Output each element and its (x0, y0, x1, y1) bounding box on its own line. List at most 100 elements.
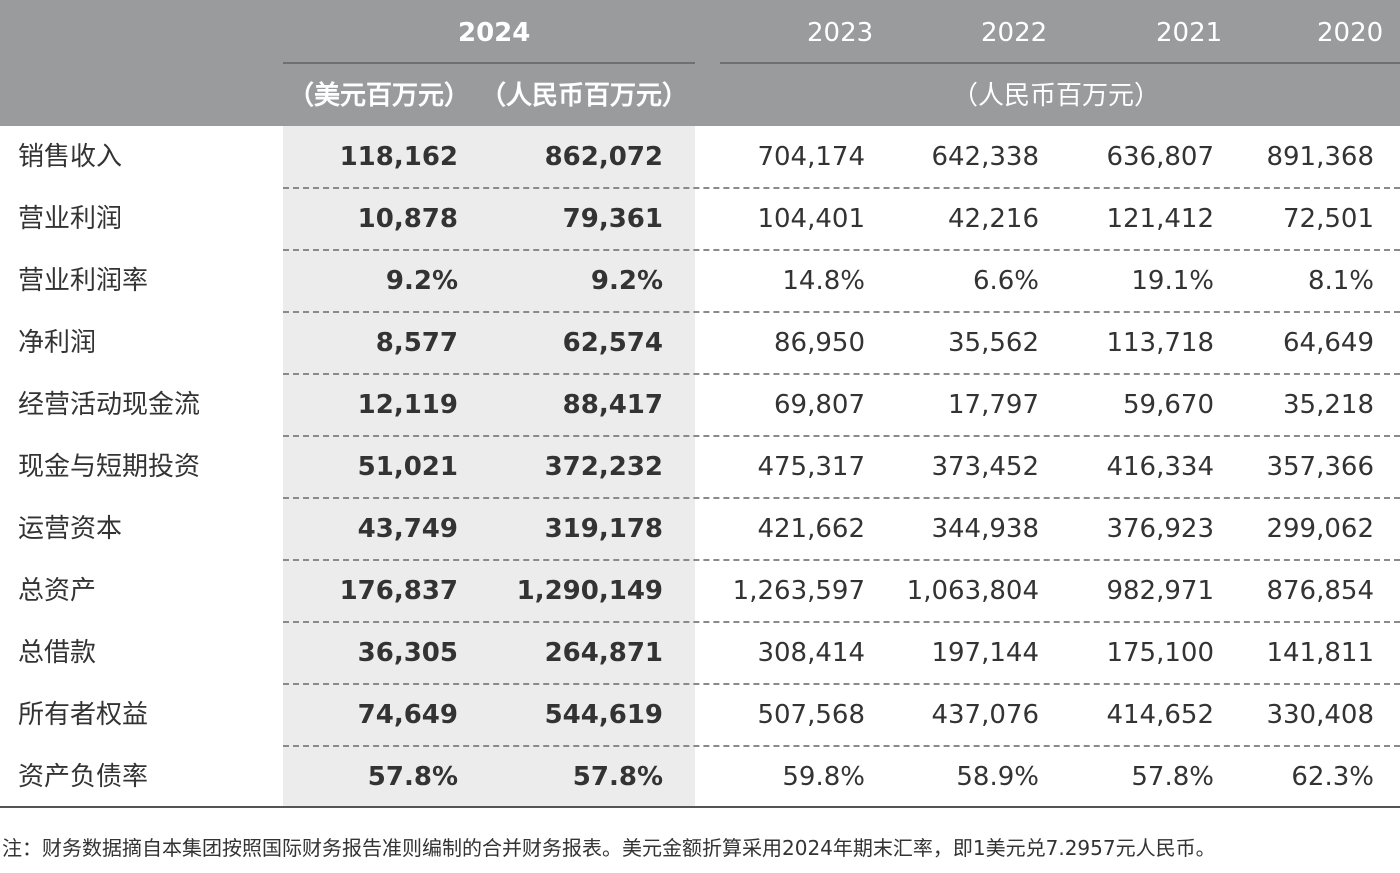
table-row: 总资产 176,837 1,290,149 1,263,597 1,063,80… (0, 560, 1400, 622)
cell-usd-2024: 118,162 (339, 142, 458, 172)
year-2024-highlight (283, 126, 695, 808)
cell-2021: 19.1% (1131, 266, 1214, 296)
cell-2023: 1,263,597 (732, 576, 865, 606)
cell-2021: 57.8% (1131, 762, 1214, 792)
cell-2023: 308,414 (757, 638, 865, 668)
table-row: 净利润 8,577 62,574 86,950 35,562 113,718 6… (0, 312, 1400, 374)
cell-2022: 6.6% (972, 266, 1039, 296)
cell-2023: 69,807 (774, 390, 865, 420)
row-label: 所有者权益 (18, 700, 149, 730)
row-label: 总资产 (18, 576, 97, 606)
cell-rmb-2024: 862,072 (544, 142, 663, 172)
cell-2020: 72,501 (1283, 204, 1374, 234)
cell-2022: 17,797 (948, 390, 1039, 420)
row-divider (283, 249, 1400, 251)
row-divider (283, 311, 1400, 313)
row-label: 净利润 (18, 328, 97, 358)
cell-2023: 507,568 (757, 700, 865, 730)
cell-2023: 704,174 (757, 142, 865, 172)
table-row: 销售收入 118,162 862,072 704,174 642,338 636… (0, 126, 1400, 188)
cell-2021: 175,100 (1106, 638, 1214, 668)
row-label: 运营资本 (18, 514, 123, 544)
row-label: 营业利润率 (18, 266, 149, 296)
table-header: 2024 2023 2022 2021 2020 （美元百万元） （人民币百万元… (0, 0, 1400, 126)
row-label: 营业利润 (18, 204, 123, 234)
cell-usd-2024: 8,577 (375, 328, 458, 358)
cell-2022: 197,144 (931, 638, 1039, 668)
unit-rmb-heading: （人民币百万元） (480, 81, 689, 111)
row-label: 销售收入 (18, 142, 123, 172)
cell-rmb-2024: 544,619 (544, 700, 663, 730)
row-label: 总借款 (18, 638, 97, 668)
cell-2022: 42,216 (948, 204, 1039, 234)
cell-2020: 141,811 (1266, 638, 1374, 668)
cell-2021: 982,971 (1106, 576, 1214, 606)
cell-2021: 121,412 (1106, 204, 1214, 234)
row-label: 资产负债率 (18, 762, 149, 792)
year-2021-heading: 2021 (1156, 18, 1223, 48)
row-divider (283, 187, 1400, 189)
cell-2022: 1,063,804 (906, 576, 1039, 606)
cell-2021: 414,652 (1106, 700, 1214, 730)
row-divider (283, 621, 1400, 623)
cell-2022: 58.9% (956, 762, 1039, 792)
unit-usd-heading: （美元百万元） (288, 81, 471, 111)
cell-usd-2024: 43,749 (357, 514, 458, 544)
cell-rmb-2024: 319,178 (544, 514, 663, 544)
table-row: 营业利润 10,878 79,361 104,401 42,216 121,41… (0, 188, 1400, 250)
cell-rmb-2024: 9.2% (590, 266, 663, 296)
unit-prior-heading: （人民币百万元） (952, 81, 1161, 111)
table-row: 现金与短期投资 51,021 372,232 475,317 373,452 4… (0, 436, 1400, 498)
cell-usd-2024: 51,021 (357, 452, 458, 482)
cell-2022: 344,938 (931, 514, 1039, 544)
cell-2020: 62.3% (1291, 762, 1374, 792)
table-row: 资产负债率 57.8% 57.8% 59.8% 58.9% 57.8% 62.3… (0, 746, 1400, 808)
row-divider (283, 497, 1400, 499)
row-label: 现金与短期投资 (18, 452, 201, 482)
row-divider (283, 559, 1400, 561)
table-row: 所有者权益 74,649 544,619 507,568 437,076 414… (0, 684, 1400, 746)
cell-rmb-2024: 57.8% (572, 762, 663, 792)
cell-2021: 376,923 (1106, 514, 1214, 544)
cell-2020: 64,649 (1283, 328, 1374, 358)
cell-usd-2024: 12,119 (357, 390, 458, 420)
year-2020-heading: 2020 (1317, 18, 1384, 48)
table-row: 经营活动现金流 12,119 88,417 69,807 17,797 59,6… (0, 374, 1400, 436)
cell-rmb-2024: 1,290,149 (516, 576, 663, 606)
cell-2020: 891,368 (1266, 142, 1374, 172)
row-divider (283, 745, 1400, 747)
cell-2020: 35,218 (1283, 390, 1374, 420)
cell-2020: 357,366 (1266, 452, 1374, 482)
cell-2023: 475,317 (757, 452, 865, 482)
cell-usd-2024: 36,305 (357, 638, 458, 668)
cell-2023: 14.8% (782, 266, 865, 296)
table-bottom-rule (0, 806, 1400, 808)
row-divider (283, 373, 1400, 375)
row-divider (283, 683, 1400, 685)
table-row: 营业利润率 9.2% 9.2% 14.8% 6.6% 19.1% 8.1% (0, 250, 1400, 312)
row-divider (283, 435, 1400, 437)
cell-2023: 104,401 (757, 204, 865, 234)
cell-2021: 113,718 (1106, 328, 1214, 358)
year-2023-heading: 2023 (807, 18, 874, 48)
cell-2023: 421,662 (757, 514, 865, 544)
cell-2021: 636,807 (1106, 142, 1214, 172)
cell-2023: 59.8% (782, 762, 865, 792)
cell-2022: 437,076 (931, 700, 1039, 730)
cell-usd-2024: 74,649 (357, 700, 458, 730)
cell-2020: 330,408 (1266, 700, 1374, 730)
table-row: 总借款 36,305 264,871 308,414 197,144 175,1… (0, 622, 1400, 684)
table-row: 运营资本 43,749 319,178 421,662 344,938 376,… (0, 498, 1400, 560)
year-2022-heading: 2022 (981, 18, 1048, 48)
cell-usd-2024: 57.8% (367, 762, 458, 792)
cell-2021: 416,334 (1106, 452, 1214, 482)
cell-2020: 876,854 (1266, 576, 1374, 606)
cell-2021: 59,670 (1123, 390, 1214, 420)
year-2024-heading: 2024 (458, 18, 531, 48)
cell-rmb-2024: 62,574 (562, 328, 663, 358)
footnote: 注：财务数据摘自本集团按照国际财务报告准则编制的合并财务报表。美元金额折算采用2… (2, 836, 1216, 860)
cell-rmb-2024: 79,361 (562, 204, 663, 234)
cell-usd-2024: 176,837 (339, 576, 458, 606)
cell-2020: 8.1% (1307, 266, 1374, 296)
cell-rmb-2024: 372,232 (544, 452, 663, 482)
